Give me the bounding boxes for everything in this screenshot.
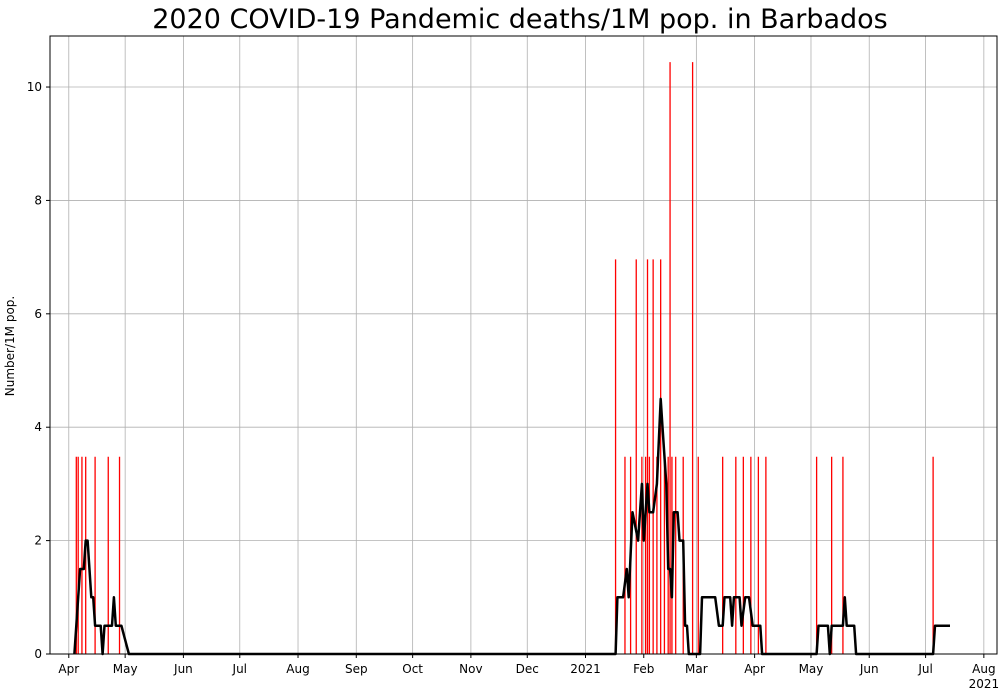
- x-tick-label: Aug: [286, 662, 309, 676]
- chart-title: 2020 COVID-19 Pandemic deaths/1M pop. in…: [152, 4, 888, 35]
- x-tick-label: Nov: [459, 662, 482, 676]
- grid: [50, 36, 997, 655]
- x-tick-label: Jun: [859, 662, 879, 676]
- x-tick-label: Aug: [972, 662, 995, 676]
- x-tick-label: Dec: [516, 662, 539, 676]
- x-tick-label-year: 2021: [969, 677, 1000, 691]
- y-axis-label: Number/1M pop.: [3, 296, 17, 396]
- x-axis: Apr May Jun Jul Aug Sep Oct Nov Dec 2021 Feb Mar Apr…: [58, 654, 999, 691]
- x-tick-label: Jul: [917, 662, 932, 676]
- y-tick-label: 0: [34, 647, 42, 661]
- x-tick-label: Oct: [402, 662, 423, 676]
- x-tick-label: Apr: [58, 662, 79, 676]
- y-tick-label: 2: [34, 534, 42, 548]
- x-tick-label: 2021: [570, 662, 601, 676]
- x-tick-label: Apr: [744, 662, 765, 676]
- line-series: [73, 397, 950, 656]
- y-tick-label: 10: [27, 80, 42, 94]
- y-tick-label: 6: [34, 307, 42, 321]
- x-tick-label: Jul: [232, 662, 247, 676]
- plot-frame: [49, 35, 998, 655]
- moving-average-line: [73, 397, 950, 656]
- x-tick-label: Jun: [173, 662, 193, 676]
- x-tick-label: May: [113, 662, 138, 676]
- x-tick-label: Mar: [685, 662, 708, 676]
- y-tick-label: 4: [34, 420, 42, 434]
- y-axis: 0 2 4 6 8 10: [27, 80, 50, 661]
- bar-series: [75, 62, 934, 654]
- x-tick-label: Feb: [633, 662, 654, 676]
- x-tick-label: May: [799, 662, 824, 676]
- x-tick-label: Sep: [345, 662, 368, 676]
- y-tick-label: 8: [34, 193, 42, 207]
